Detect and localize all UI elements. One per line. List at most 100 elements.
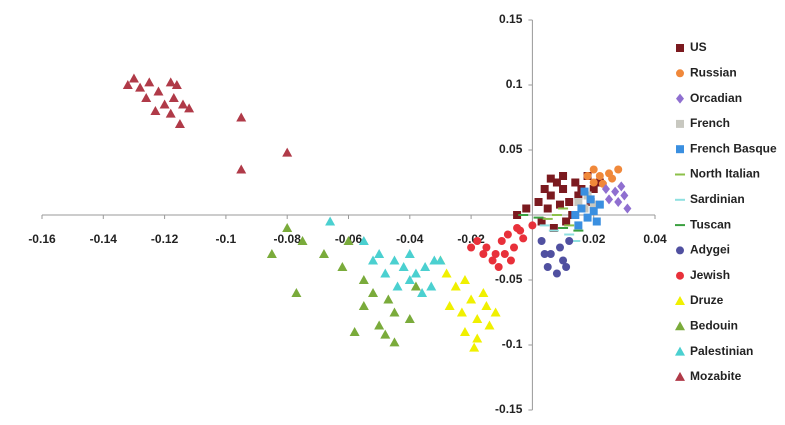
point [398, 262, 409, 271]
point [589, 178, 598, 187]
point [494, 263, 503, 271]
point [491, 250, 500, 258]
point [614, 165, 623, 174]
point [608, 174, 617, 183]
legend-swatch [676, 145, 684, 154]
legend-label: Druze [690, 293, 724, 307]
point [617, 181, 626, 192]
point [337, 262, 348, 271]
point [542, 217, 553, 220]
point [165, 108, 176, 118]
point [623, 203, 632, 214]
point [558, 227, 569, 229]
point [177, 99, 188, 109]
legend-swatch [676, 44, 684, 52]
legend-label: US [690, 40, 707, 54]
point [165, 77, 176, 87]
point [546, 250, 555, 258]
point [559, 185, 568, 193]
point [573, 229, 584, 232]
point [174, 119, 185, 128]
point [481, 301, 492, 310]
legend-swatch [675, 198, 685, 201]
legend-swatch [675, 173, 685, 176]
point [574, 191, 583, 200]
legend-label: Jewish [690, 268, 730, 282]
point [558, 207, 569, 210]
point [549, 224, 558, 232]
point [506, 256, 515, 265]
point [368, 288, 379, 297]
legend-label: North Italian [690, 167, 760, 181]
point [358, 275, 369, 284]
point [543, 204, 552, 213]
point [473, 237, 482, 245]
point [325, 216, 336, 226]
point [368, 255, 379, 265]
point [537, 237, 546, 245]
point [510, 243, 519, 252]
legend-swatch [676, 271, 684, 280]
point [565, 198, 574, 206]
point [595, 172, 604, 180]
point [571, 178, 580, 187]
point [456, 307, 467, 317]
point [404, 275, 415, 284]
point [122, 80, 133, 89]
point [482, 243, 491, 252]
point [128, 73, 139, 83]
point [420, 262, 431, 271]
point [389, 255, 400, 265]
point [546, 174, 555, 183]
point [562, 263, 571, 271]
point [583, 213, 592, 222]
point [349, 327, 360, 336]
x-tick-label: -0.16 [28, 232, 56, 246]
x-tick-label: 0.04 [643, 232, 667, 246]
point [595, 200, 604, 209]
point [589, 165, 598, 174]
legend-label: French [690, 116, 730, 130]
point [490, 307, 501, 317]
x-tick-label: 0.02 [582, 232, 606, 246]
point [144, 77, 155, 87]
x-tick-label: -0.04 [396, 232, 424, 246]
point [472, 333, 483, 343]
point [605, 194, 614, 205]
legend-label: French Basque [690, 141, 777, 155]
x-tick-label: -0.12 [151, 232, 179, 246]
legend-swatch [675, 371, 685, 381]
point [417, 288, 428, 297]
point [528, 221, 537, 230]
y-tick-label: -0.15 [495, 402, 523, 416]
point [555, 243, 564, 252]
y-tick-label: -0.1 [502, 337, 523, 351]
point [135, 82, 146, 92]
legend-label: Orcadian [690, 91, 742, 105]
point [540, 185, 549, 193]
legend-label: Palestinian [690, 344, 753, 358]
point [484, 320, 495, 330]
point [392, 281, 403, 291]
point [559, 256, 568, 265]
legend-swatch [676, 246, 684, 255]
point [444, 301, 455, 310]
point [389, 337, 400, 347]
point [589, 207, 598, 216]
point [488, 256, 497, 265]
point [500, 250, 509, 258]
legend-swatch [676, 119, 684, 128]
point [404, 249, 415, 258]
point [539, 224, 550, 227]
point [459, 275, 470, 284]
point [564, 233, 575, 236]
point [534, 198, 543, 206]
point [450, 281, 461, 291]
point [548, 229, 559, 232]
point [580, 187, 589, 196]
point [614, 197, 623, 207]
point [589, 185, 598, 193]
legend-swatch [675, 321, 685, 331]
